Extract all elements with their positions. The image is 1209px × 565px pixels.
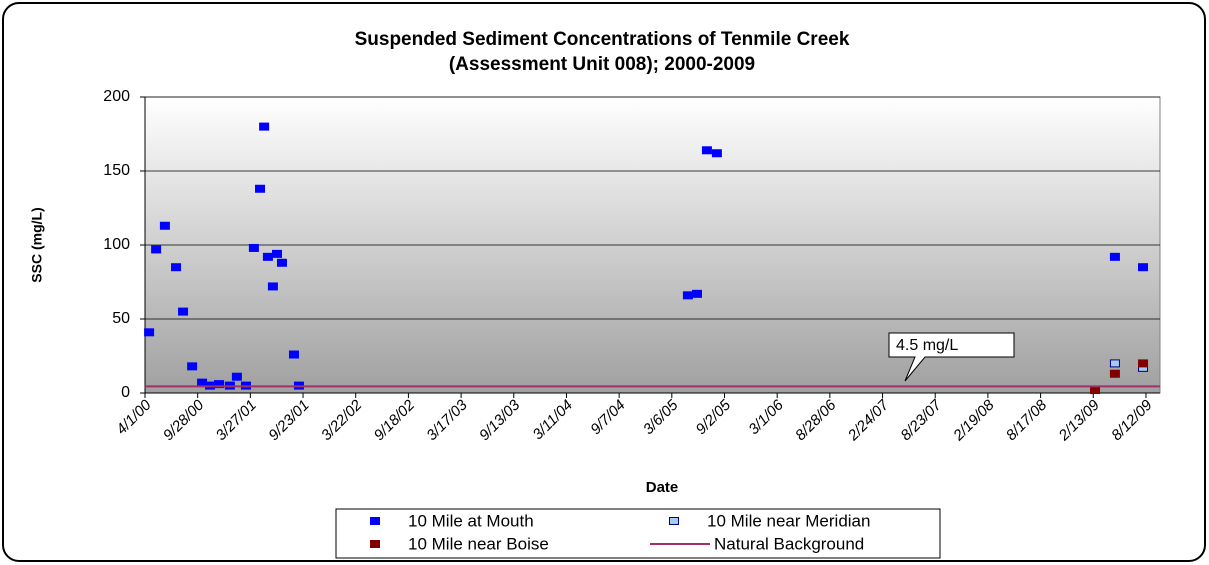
- marker: [370, 540, 380, 548]
- point: [701, 146, 712, 155]
- point: [214, 380, 225, 389]
- point: [276, 258, 287, 267]
- legend-label: 10 Mile near Boise: [408, 534, 549, 553]
- point: [267, 282, 278, 291]
- point: [1109, 252, 1120, 261]
- point: [248, 243, 259, 252]
- point: [1138, 359, 1149, 368]
- legend-label: 10 Mile near Meridian: [707, 511, 870, 530]
- point: [151, 245, 162, 254]
- point: [159, 221, 170, 230]
- point: [1109, 369, 1120, 378]
- point: [271, 249, 282, 258]
- point: [231, 372, 242, 381]
- point: [1090, 386, 1101, 395]
- marker: [370, 517, 380, 525]
- point: [259, 122, 270, 131]
- y-tick-label: 100: [103, 236, 130, 253]
- x-axis-label: Date: [646, 479, 679, 496]
- point: [187, 362, 198, 371]
- point: [288, 350, 299, 359]
- point: [1138, 263, 1149, 272]
- y-tick-label: 0: [121, 384, 130, 401]
- point: [1109, 359, 1120, 368]
- legend-label: Natural Background: [714, 534, 864, 553]
- point: [262, 252, 273, 261]
- point: [255, 184, 266, 193]
- point: [691, 289, 702, 298]
- y-tick-label: 50: [112, 310, 130, 327]
- legend: [335, 508, 941, 559]
- annotation: 4.5 mg/L: [896, 337, 958, 354]
- annotation-box: [888, 332, 1015, 382]
- point: [144, 328, 155, 337]
- y-tick-label: 150: [103, 162, 130, 179]
- point: [711, 149, 722, 158]
- chart-title: Suspended Sediment Concentrations of Ten…: [355, 29, 850, 50]
- marker: [669, 517, 679, 525]
- point: [171, 263, 182, 272]
- y-axis-label: SSC (mg/L): [29, 207, 45, 282]
- legend-label: 10 Mile at Mouth: [408, 511, 534, 530]
- point: [682, 291, 693, 300]
- y-tick-label: 200: [103, 88, 130, 105]
- point: [178, 307, 189, 316]
- chart-subtitle: (Assessment Unit 008); 2000-2009: [449, 54, 755, 75]
